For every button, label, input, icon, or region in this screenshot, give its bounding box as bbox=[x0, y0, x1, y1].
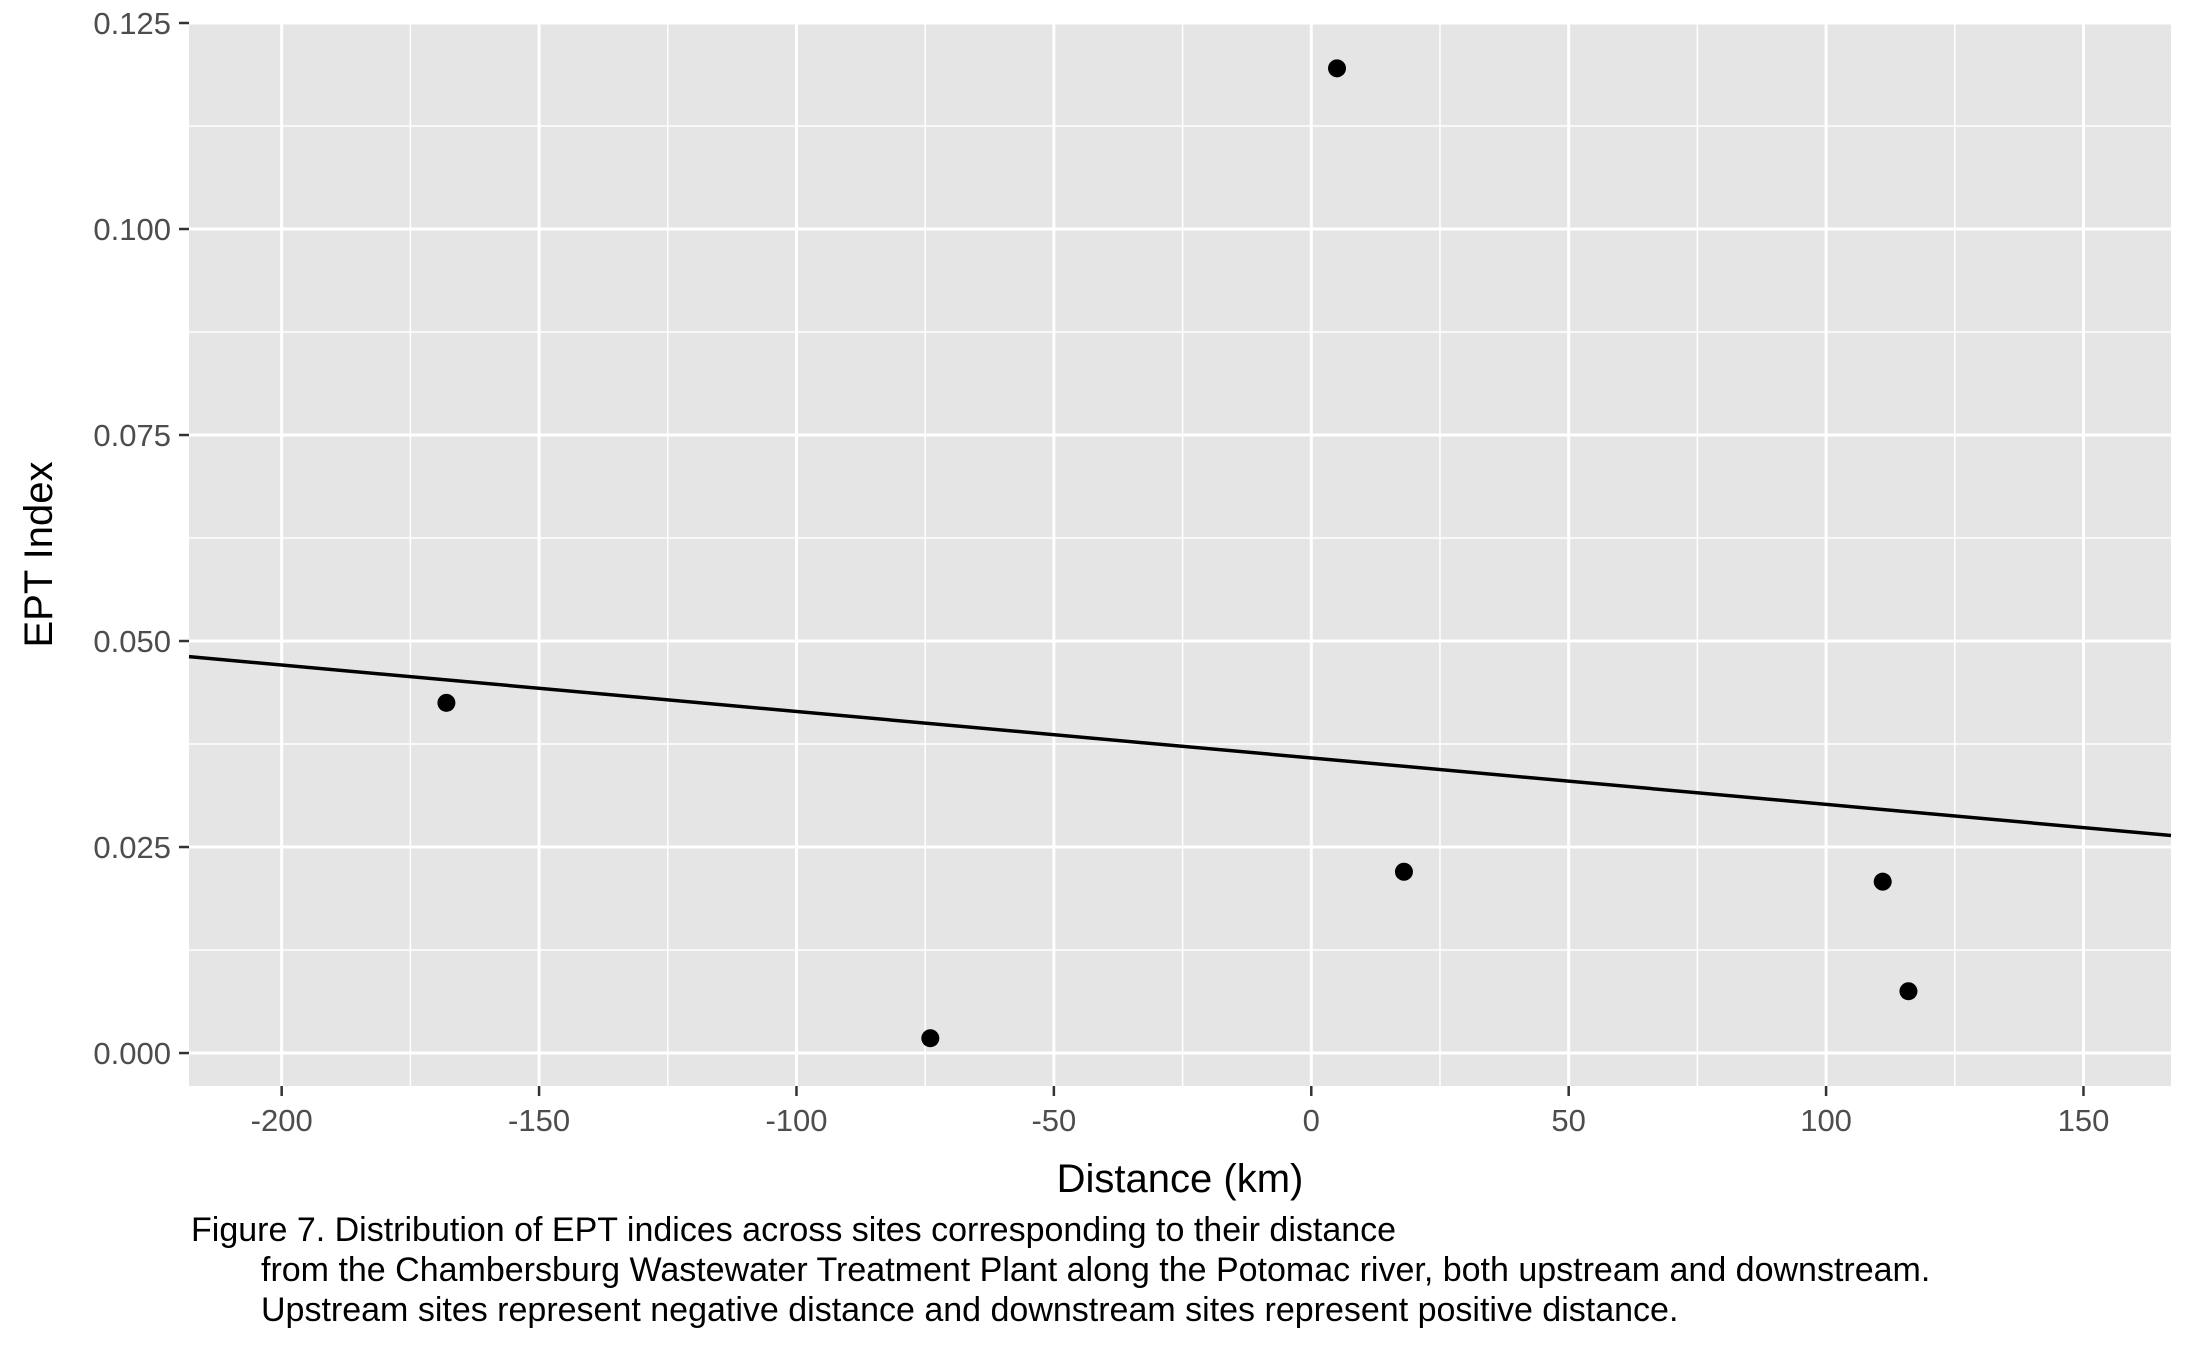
minor-gridlines bbox=[189, 23, 2171, 1086]
data-points bbox=[437, 59, 1918, 1048]
y-axis-title: EPT Index bbox=[17, 461, 61, 647]
y-tick-label: 0.100 bbox=[93, 212, 171, 247]
x-tick-label: 100 bbox=[1800, 1103, 1852, 1138]
major-gridlines bbox=[189, 21, 2171, 1086]
x-tick-label: -100 bbox=[765, 1103, 827, 1138]
x-tick-label: 150 bbox=[2058, 1103, 2110, 1138]
x-axis-title: Distance (km) bbox=[1057, 1157, 1304, 1201]
x-tick-label: -50 bbox=[1031, 1103, 1076, 1138]
trend-line-group bbox=[188, 654, 2172, 838]
caption-line-1: Figure 7. Distribution of EPT indices ac… bbox=[191, 1211, 1397, 1249]
data-point bbox=[1394, 862, 1413, 881]
caption-line-3: Upstream sites represent negative distan… bbox=[261, 1291, 1679, 1329]
x-tick-label: 50 bbox=[1551, 1103, 1585, 1138]
y-tick-label: 0.050 bbox=[93, 624, 171, 659]
data-point bbox=[921, 1029, 940, 1048]
data-point bbox=[437, 693, 456, 712]
y-tick-label: 0.125 bbox=[93, 6, 171, 41]
plot-panel bbox=[189, 23, 2171, 1086]
y-tick-label: 0.025 bbox=[93, 830, 171, 865]
data-point bbox=[1899, 982, 1918, 1001]
data-point bbox=[1873, 872, 1892, 891]
figure-caption: Figure 7. Distribution of EPT indices ac… bbox=[191, 1210, 2181, 1330]
x-tick-label: -200 bbox=[251, 1103, 313, 1138]
caption-line-2: from the Chambersburg Wastewater Treatme… bbox=[261, 1251, 1931, 1289]
x-axis: -200 -150 -100 -50 0 50 100 150 bbox=[251, 1086, 2110, 1138]
x-tick-label: 0 bbox=[1303, 1103, 1320, 1138]
trend-line bbox=[188, 654, 2172, 838]
y-tick-label: 0.075 bbox=[93, 418, 171, 453]
data-point bbox=[1328, 59, 1347, 78]
y-axis: 0.000 0.025 0.050 0.075 0.100 0.125 bbox=[93, 6, 189, 1071]
x-tick-label: -150 bbox=[508, 1103, 570, 1138]
y-tick-label: 0.000 bbox=[93, 1036, 171, 1071]
